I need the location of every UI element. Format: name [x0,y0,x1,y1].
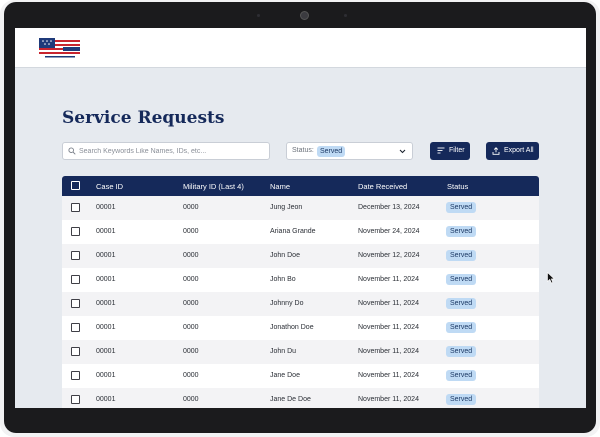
cell-date-received: November 11, 2024 [358,300,419,307]
top-navigation-bar [15,28,586,68]
cell-military-id: 0000 [183,300,199,307]
status-badge: Served [446,274,477,285]
status-badge: Served [446,394,477,405]
cell-date-received: December 13, 2024 [358,204,420,211]
row-checkbox[interactable] [71,275,80,284]
select-all-checkbox[interactable] [71,181,80,190]
status-badge: Served [446,226,477,237]
row-checkbox[interactable] [71,251,80,260]
status-filter-label: Status: [292,147,314,154]
row-checkbox[interactable] [71,323,80,332]
table-row[interactable]: 00001 0000 Jung Jeon December 13, 2024 S… [62,196,539,220]
mouse-pointer-icon [547,272,555,284]
cell-name: Jane Doe [270,372,300,379]
cell-case-id: 00001 [96,324,116,331]
column-header-date-received[interactable]: Date Received [358,182,408,191]
cell-name: Jane De Doe [270,396,311,403]
search-bar[interactable] [62,142,270,160]
cell-date-received: November 11, 2024 [358,324,419,331]
cell-military-id: 0000 [183,396,199,403]
upload-icon [492,147,500,155]
row-checkbox[interactable] [71,299,80,308]
status-badge: Served [446,346,477,357]
filter-button[interactable]: Filter [430,142,470,160]
cell-date-received: November 11, 2024 [358,276,419,283]
service-requests-table: Case ID Military ID (Last 4) Name Date R… [62,176,539,408]
cell-date-received: November 24, 2024 [358,228,420,235]
status-badge: Served [446,202,477,213]
page-title: Service Requests [62,108,225,128]
column-header-case-id[interactable]: Case ID [96,182,124,191]
cell-military-id: 0000 [183,372,199,379]
export-all-button-label: Export All [504,147,534,154]
cell-name: Ariana Grande [270,228,316,235]
cell-case-id: 00001 [96,300,116,307]
cell-military-id: 0000 [183,204,199,211]
cell-name: John Doe [270,252,300,259]
table-row[interactable]: 00001 0000 John Du November 11, 2024 Ser… [62,340,539,364]
table-header: Case ID Military ID (Last 4) Name Date R… [62,176,539,196]
cell-case-id: 00001 [96,396,116,403]
filter-button-label: Filter [449,147,465,154]
cell-date-received: November 12, 2024 [358,252,420,259]
status-badge: Served [446,370,477,381]
cell-case-id: 00001 [96,276,116,283]
cell-name: John Bo [270,276,296,283]
sensor-dot [257,14,260,17]
cell-case-id: 00001 [96,228,116,235]
cell-date-received: November 11, 2024 [358,348,419,355]
cell-military-id: 0000 [183,228,199,235]
column-header-name[interactable]: Name [270,182,291,191]
cell-name: John Du [270,348,297,355]
cell-case-id: 00001 [96,252,116,259]
column-header-status[interactable]: Status [447,182,469,191]
cell-military-id: 0000 [183,324,199,331]
cell-date-received: November 11, 2024 [358,396,419,403]
table-row[interactable]: 00001 0000 Johnny Do November 11, 2024 S… [62,292,539,316]
status-badge: Served [446,298,477,309]
filter-lines-icon [437,147,445,154]
cell-date-received: November 11, 2024 [358,372,419,379]
cell-name: Jung Jeon [270,204,303,211]
table-row[interactable]: 00001 0000 Ariana Grande November 24, 20… [62,220,539,244]
flag-logo-icon[interactable] [39,38,80,58]
status-badge: Served [446,322,477,333]
table-row[interactable]: 00001 0000 Jonathon Doe November 11, 202… [62,316,539,340]
column-header-military-id[interactable]: Military ID (Last 4) [183,182,244,191]
chevron-down-icon [399,149,406,154]
cell-military-id: 0000 [183,348,199,355]
cell-military-id: 0000 [183,276,199,283]
table-row[interactable]: 00001 0000 Jane Doe November 11, 2024 Se… [62,364,539,388]
status-filter-value: Served [317,146,346,157]
cell-name: Johnny Do [270,300,304,307]
search-input[interactable] [79,144,267,158]
table-row[interactable]: 00001 0000 Jane De Doe November 11, 2024… [62,388,539,408]
row-checkbox[interactable] [71,371,80,380]
status-filter-select[interactable]: Status: Served [286,142,413,160]
cell-name: Jonathon Doe [270,324,314,331]
cell-military-id: 0000 [183,252,199,259]
cell-case-id: 00001 [96,348,116,355]
row-checkbox[interactable] [71,203,80,212]
table-row[interactable]: 00001 0000 John Doe November 12, 2024 Se… [62,244,539,268]
status-badge: Served [446,250,477,261]
camera-icon [300,11,309,20]
cell-case-id: 00001 [96,372,116,379]
export-all-button[interactable]: Export All [486,142,539,160]
table-row[interactable]: 00001 0000 John Bo November 11, 2024 Ser… [62,268,539,292]
row-checkbox[interactable] [71,227,80,236]
app-screen: Service Requests Status: Served Filter [15,28,586,408]
row-checkbox[interactable] [71,395,80,404]
search-icon [68,147,76,155]
sensor-dot [344,14,347,17]
row-checkbox[interactable] [71,347,80,356]
cell-case-id: 00001 [96,204,116,211]
